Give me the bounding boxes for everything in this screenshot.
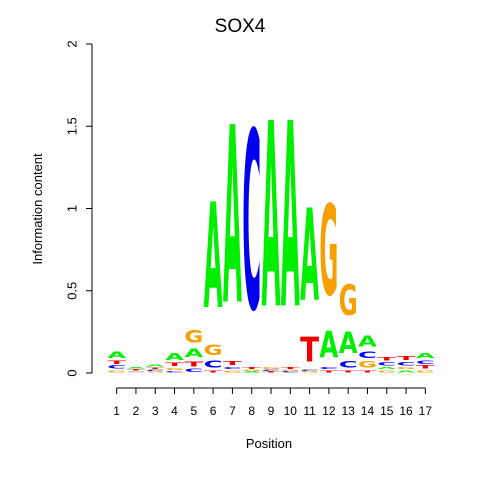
logo-letter-G: G (358, 360, 377, 370)
logo-letter-A: A (397, 370, 417, 373)
x-tick-label: 5 (190, 404, 197, 418)
logo-letter-C: C (358, 350, 377, 360)
logo-letter-C: C (339, 360, 358, 370)
logo-letter-T: T (397, 355, 416, 362)
logo-letter-A: A (416, 352, 435, 360)
logo-letter-A: A (242, 371, 262, 373)
logo-letter-G: G (146, 371, 165, 373)
logo-letter-C: C (397, 362, 416, 367)
y-tick-label: 1 (65, 205, 80, 212)
logo-letter-T: T (319, 370, 339, 373)
x-axis: 1 2 3 4 5 6 7 8 9 10 11 12 13 14 15 16 17 (113, 387, 433, 418)
x-tick-label: 17 (419, 404, 433, 418)
logo-letter-G: G (339, 277, 358, 327)
logo-letter-T: T (242, 366, 262, 369)
x-tick-label: 6 (210, 404, 217, 418)
logo-letter-G: G (126, 372, 145, 373)
x-tick-label: 10 (284, 404, 298, 418)
x-tick-label: 14 (361, 404, 375, 418)
y-tick-label: 0 (65, 369, 80, 376)
logo-letter-A: A (146, 364, 166, 367)
logo-letter-T: T (204, 370, 224, 373)
logo-letter-T: T (262, 371, 282, 373)
x-tick-label: 4 (171, 404, 178, 418)
logo-letter-T: T (146, 367, 166, 369)
logo-letter-A: A (300, 183, 319, 330)
logo-letter-T: T (281, 366, 301, 369)
logo-letter-G: G (319, 179, 338, 324)
logo-letter-C: C (107, 365, 126, 370)
logo-letter-C: C (377, 362, 396, 367)
logo-letter-C: C (223, 367, 242, 370)
logo-letter-G: G (107, 370, 126, 373)
logo-letter-A: A (262, 69, 281, 366)
logo-letter-T: T (377, 357, 397, 362)
logo-letter-T: T (126, 369, 146, 371)
logo-letter-C: C (281, 371, 300, 373)
logo-letter-T: T (300, 331, 319, 370)
x-tick-label: 1 (113, 404, 120, 418)
y-axis-label: Information content (30, 153, 45, 265)
x-tick-label: 8 (248, 404, 255, 418)
x-tick-label: 12 (322, 404, 336, 418)
logo-letter-C: C (416, 360, 435, 365)
logo-letter-A: A (165, 351, 185, 362)
logo-letter-C: C (146, 369, 165, 371)
logo-letter-G: G (165, 367, 184, 370)
logo-letter-A: A (223, 76, 242, 359)
x-tick-label: 3 (152, 404, 159, 418)
logo-letter-T: T (223, 360, 242, 367)
logo-letter-A: A (204, 175, 223, 342)
logo-letter-C: C (300, 370, 319, 372)
x-axis-label: Position (246, 436, 292, 451)
logo-letter-C: C (184, 368, 203, 373)
x-tick-label: 9 (268, 404, 275, 418)
logo-letter-T: T (416, 365, 436, 370)
y-axis: 0 0.5 1 1.5 2 (65, 40, 93, 377)
chart-title: SOX4 (215, 16, 266, 37)
x-tick-label: 13 (341, 404, 355, 418)
logo-letter-A: A (319, 325, 338, 367)
logo-letter-A: A (126, 367, 146, 369)
logo-letter-G: G (416, 370, 435, 373)
logo-letter-T: T (184, 360, 203, 368)
letter-stacks: GCTAGCTAGCTACGTACTAGTCGAGCTAAGTCTCGACGTA… (107, 69, 435, 373)
logo-letter-C: C (319, 367, 338, 370)
logo-letter-T: T (107, 360, 127, 365)
y-tick-label: 1.5 (65, 117, 80, 135)
x-tick-label: 7 (229, 404, 236, 418)
logo-letter-G: G (262, 366, 281, 369)
logo-letter-G: G (223, 370, 242, 373)
logo-letter-G: G (184, 327, 203, 347)
logo-letter-A: A (281, 69, 300, 366)
logo-letter-T: T (358, 370, 378, 373)
x-tick-label: 2 (133, 404, 140, 418)
logo-letter-G: G (281, 370, 300, 372)
logo-letter-G: G (204, 342, 223, 358)
y-tick-label: 2 (65, 40, 80, 47)
y-tick-label: 0.5 (65, 282, 80, 300)
logo-letter-T: T (165, 362, 185, 367)
logo-letter-G: G (242, 370, 261, 372)
logo-letter-G: G (397, 366, 416, 369)
logo-letter-A: A (339, 327, 358, 361)
logo-letter-A: A (377, 367, 397, 370)
logo-letter-C: C (165, 371, 184, 373)
x-tick-label: 11 (303, 404, 316, 418)
logo-letter-C: C (262, 370, 281, 372)
logo-letter-A: A (184, 347, 203, 360)
logo-letter-G: G (300, 371, 319, 373)
logo-letter-T: T (339, 370, 359, 373)
logo-letter-A: A (358, 332, 377, 350)
x-tick-label: 16 (399, 404, 413, 418)
logo-letter-C: C (126, 371, 145, 372)
logo-letter-A: A (107, 350, 127, 360)
x-tick-label: 15 (380, 404, 394, 418)
logo-letter-C: C (242, 83, 261, 367)
logo-letter-C: C (204, 358, 223, 370)
logo-letter-G: G (377, 370, 396, 373)
